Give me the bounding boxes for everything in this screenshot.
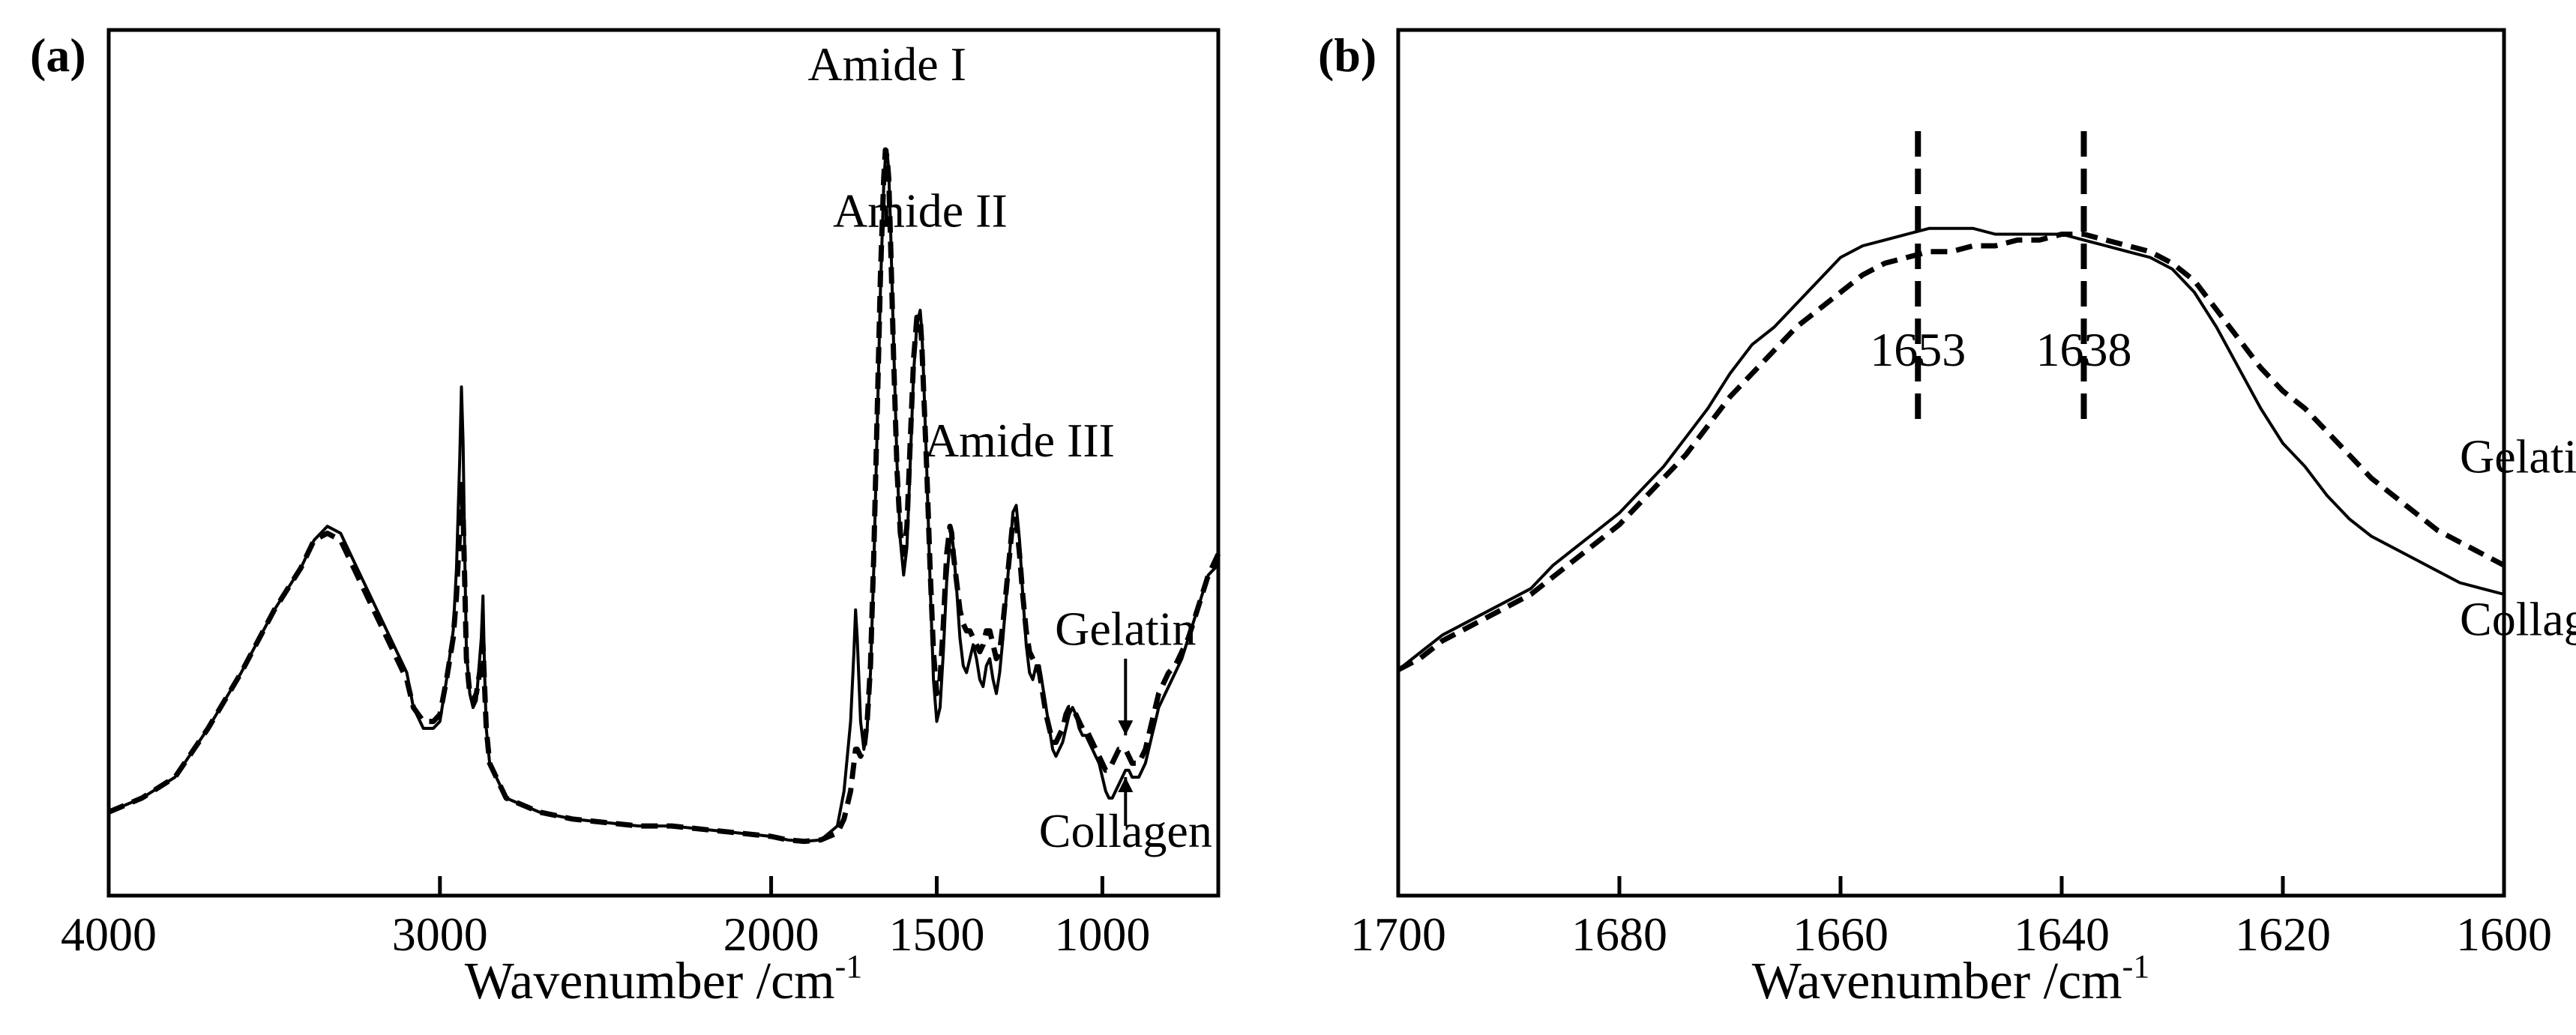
- x-tick-label: 3000: [392, 908, 488, 961]
- x-tick-label: 1640: [2014, 908, 2110, 961]
- reference-line-label: 1653: [1870, 323, 1966, 376]
- annotation-arrowhead: [1118, 777, 1134, 792]
- reference-line-label: 1638: [2036, 323, 2132, 376]
- x-tick-label: 1000: [1054, 908, 1150, 961]
- annotation-amide-ii: Amide II: [833, 184, 1008, 237]
- x-tick-label: 2000: [723, 908, 819, 961]
- x-tick-label: 4000: [61, 908, 157, 961]
- annotation-arrowhead: [1118, 720, 1134, 736]
- annotation-gelatin: Gelatin: [1055, 602, 1196, 655]
- annotation-gelatin: Gelatin: [2460, 429, 2576, 483]
- panel-a-series: [107, 147, 1221, 845]
- panel-b-reference-lines: 1653 1638: [1870, 131, 2132, 423]
- series-line-collagen: [108, 148, 1220, 843]
- annotation-amide-iii: Amide III: [924, 414, 1115, 467]
- x-tick-label: 1660: [1793, 908, 1889, 961]
- series-line-collagen: [1397, 226, 2505, 672]
- panel-a-label: (a): [30, 28, 86, 82]
- panel-b-ticks: 1700 1680 1660 1640 1620 1600: [1350, 876, 2552, 961]
- x-tick-label: 1500: [888, 908, 984, 961]
- annotation-collagen: Collagen: [2460, 592, 2576, 645]
- x-tick-label: 1620: [2235, 908, 2331, 961]
- series-line-gelatin: [1397, 232, 2506, 672]
- x-tick-label: 1680: [1571, 908, 1667, 961]
- panel-a-plot-frame: [106, 28, 1221, 898]
- panel-b-series: [1397, 226, 2506, 672]
- panel-b-plot-frame: [1396, 28, 2506, 898]
- panel-b-annotations: Gelatin Collagen: [2460, 429, 2576, 645]
- panel-a-ticks: 4000 3000 2000 1500 1000: [61, 876, 1150, 961]
- x-tick-label: 1700: [1350, 908, 1446, 961]
- panel-b-label: (b): [1318, 28, 1376, 82]
- annotation-amide-i: Amide I: [807, 37, 966, 91]
- panel-a-chart: (a) 4000 3000 2000 1500 1000 Amide I Amide II…: [30, 28, 1221, 1010]
- panel-b-xlabel: Wavenumber /cm-1: [1752, 948, 2150, 1010]
- series-line-gelatin: [107, 147, 1221, 845]
- panel-b-chart: (b) 1700 1680 1660 1640 1620 1600 1653 1638 Ge…: [1318, 28, 2576, 1010]
- x-tick-label: 1600: [2456, 908, 2552, 961]
- panel-a-xlabel: Wavenumber /cm-1: [465, 948, 863, 1010]
